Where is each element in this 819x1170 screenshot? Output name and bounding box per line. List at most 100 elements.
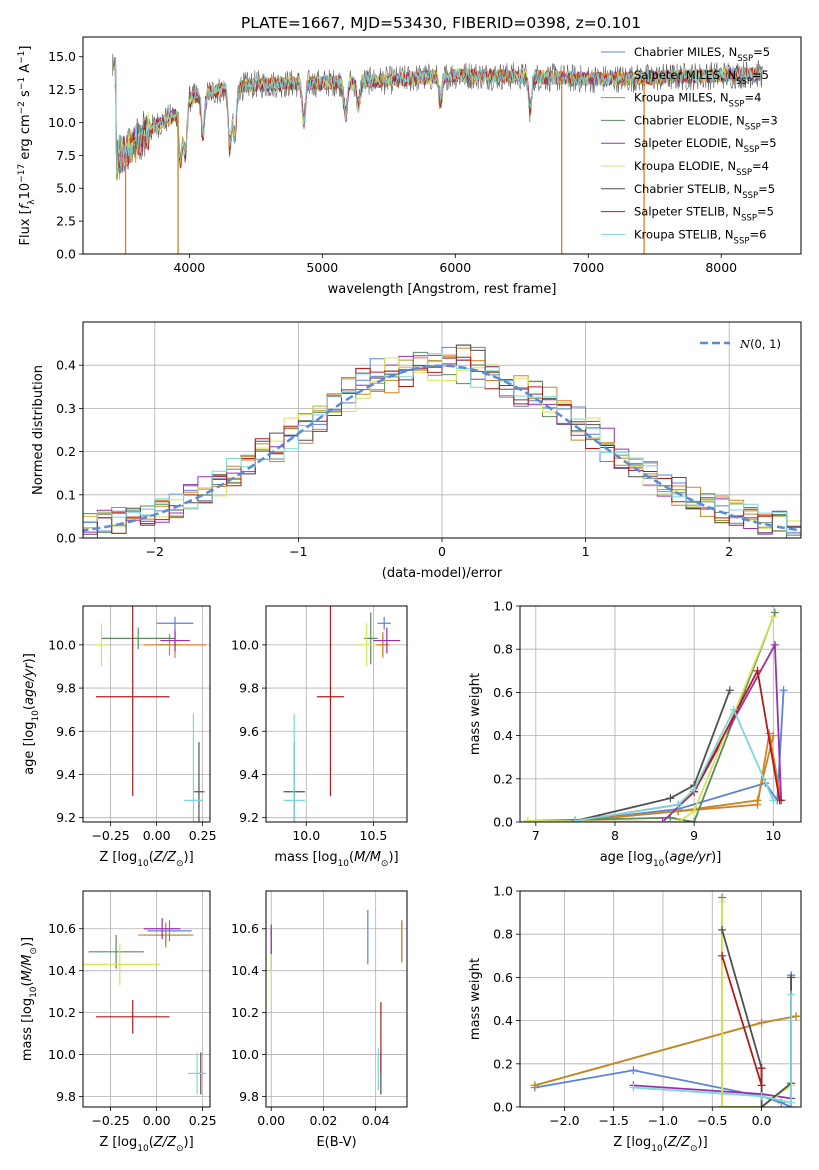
weight-marker [757, 1018, 766, 1027]
x-tick-label: −2 [146, 544, 164, 559]
y-tick-label: 0.2 [56, 444, 76, 459]
y-tick-label: 10.2 [231, 1005, 259, 1020]
spectrum-plot [112, 53, 763, 254]
age-vs-mass-grid [266, 606, 407, 822]
weight-marker [770, 640, 779, 649]
residuals-ylabel: Normed distribution [31, 365, 46, 495]
weight-marker [718, 897, 727, 906]
y-tick-label: 1.0 [493, 884, 513, 899]
spectrum-frame [82, 36, 802, 255]
legend-label: Chabrier ELODIE, NSSP=3 [634, 113, 778, 132]
y-tick-label: 0.8 [493, 927, 513, 942]
weight-marker [690, 807, 699, 816]
age-vs-Z-plot [95, 606, 207, 822]
y-tick-label: 10.0 [48, 1047, 76, 1062]
y-tick-label: 0.0 [56, 247, 76, 262]
y-tick-label: 0.4 [493, 728, 513, 743]
mass-vs-EBV-ticks: 0.00 0.02 0.04 9.8 10.0 10.2 10.4 10.6 [231, 921, 389, 1128]
weight-marker [787, 1098, 796, 1107]
weight-marker [718, 951, 727, 960]
normal-reference-curve [83, 364, 801, 532]
x-tick-label: −0.5 [697, 1113, 727, 1128]
y-tick-label: 10.2 [48, 1005, 76, 1020]
weight-marker [753, 666, 762, 675]
weight-marker [729, 705, 738, 714]
weight-marker [757, 1103, 766, 1107]
x-tick-label: −2.0 [549, 1113, 579, 1128]
y-tick-label: 12.5 [48, 82, 76, 97]
y-tick-label: 0.8 [493, 642, 513, 657]
y-tick-label: 0.6 [493, 685, 513, 700]
weight-marker [769, 796, 778, 805]
mass-vs-Z-xlabel: Z [log10(Z/Z⊙)] [99, 1135, 193, 1154]
massweight-vs-age-ylabel: mass weight [468, 673, 483, 755]
spectrum-line-kroupa-stelib [114, 58, 763, 174]
massweight-vs-age-ticks: 7 8 9 10 0.0 0.2 0.4 0.6 0.8 1.0 [493, 599, 781, 844]
residuals-axes: −2 −1 0 1 2 0.0 0.1 0.2 0.3 0.4 (data-model)/error… [31, 322, 801, 581]
x-tick-label: −0.25 [91, 828, 129, 843]
y-tick-label: 15.0 [48, 49, 76, 64]
mass-vs-Z-ylabel: mass [log10(M/M⊙)] [20, 937, 39, 1061]
y-tick-label: 0.6 [493, 970, 513, 985]
massweight-vs-age-xlabel: age [log10(age/yr)] [600, 850, 722, 869]
legend-label: Kroupa MILES, NSSP=4 [634, 91, 761, 110]
y-tick-label: 9.8 [56, 1089, 76, 1104]
weight-marker [757, 1081, 766, 1090]
mass-vs-EBV-plot [270, 909, 403, 1095]
weight-marker [787, 990, 796, 999]
age-vs-Z-frame [82, 605, 211, 823]
weight-marker [753, 796, 762, 805]
legend-label: Salpeter STELIB, NSSP=5 [634, 205, 774, 224]
weight-marker [674, 818, 683, 822]
legend-label: Salpeter ELODIE, NSSP=5 [634, 136, 777, 155]
residuals-ticks: −2 −1 0 1 2 0.0 0.1 0.2 0.3 0.4 [56, 358, 733, 559]
mass-vs-EBV-grid [266, 891, 407, 1107]
massweight-vs-Z-axes: −2.0 −1.5 −1.0 −0.5 0.0 0.0 0.2 0.4 0.6 0.8 1.0 Z [… [468, 884, 801, 1154]
figure-title: PLATE=1667, MJD=53430, FIBERID=0398, z=0… [241, 14, 641, 32]
y-tick-label: 9.6 [239, 724, 259, 739]
legend-label: Kroupa ELODIE, NSSP=4 [634, 159, 769, 178]
age-vs-mass-axes: 10.0 10.5 9.2 9.4 9.6 9.8 10.0 mass [log10(M/M⊙… [231, 606, 407, 869]
x-tick-label: 0.04 [362, 1113, 390, 1128]
x-tick-label: 6000 [439, 260, 471, 275]
legend-label: Chabrier STELIB, NSSP=5 [634, 182, 775, 201]
x-tick-label: 10 [765, 828, 781, 843]
x-tick-label: 1 [582, 544, 590, 559]
y-tick-label: 9.2 [239, 810, 259, 825]
massweight-vs-age-frame [519, 605, 802, 823]
legend-label: Kroupa STELIB, NSSP=6 [634, 227, 766, 246]
weight-marker [530, 1081, 539, 1090]
legend-label: N(0, 1) [739, 337, 781, 351]
residuals-xlabel: (data-model)/error [382, 566, 503, 581]
y-tick-label: 9.8 [56, 681, 76, 696]
weight-marker [757, 1092, 766, 1101]
weight-marker [666, 794, 675, 803]
weight-marker [629, 1066, 638, 1075]
x-tick-label: 8 [611, 828, 619, 843]
x-tick-label: 10.5 [360, 828, 388, 843]
y-tick-label: 10.0 [48, 115, 76, 130]
y-tick-label: 0.0 [493, 815, 513, 830]
y-tick-label: 7.5 [56, 148, 76, 163]
weight-line-kroupa-stelib [633, 994, 792, 1104]
spectrum-legend: Chabrier MILES, NSSP=5 Salpeter MILES, NS… [601, 45, 778, 246]
weight-marker [674, 800, 683, 809]
mass-vs-EBV-frame [265, 890, 408, 1108]
y-tick-label: 0.0 [56, 531, 76, 546]
age-vs-mass-ticks: 10.0 10.5 9.2 9.4 9.6 9.8 10.0 [231, 637, 387, 843]
weight-marker [629, 1083, 638, 1092]
massweight-vs-Z-ylabel: mass weight [468, 958, 483, 1040]
x-tick-label: 8000 [705, 260, 737, 275]
residuals-legend: N(0, 1) [700, 337, 781, 351]
x-tick-label: 7 [532, 828, 540, 843]
x-tick-label: 0.00 [143, 828, 171, 843]
x-tick-label: 2 [725, 544, 733, 559]
y-tick-label: 5.0 [56, 181, 76, 196]
spectrum-line-chabrier-stelib [112, 53, 763, 174]
y-tick-label: 0.0 [493, 1100, 513, 1115]
y-tick-label: 10.4 [48, 963, 76, 978]
weight-line-kroupa-elodie [527, 616, 775, 822]
y-tick-label: 2.5 [56, 214, 76, 229]
massweight-vs-Z-ticks: −2.0 −1.5 −1.0 −0.5 0.0 0.0 0.2 0.4 0.6 0.8 1.0 [493, 884, 771, 1129]
